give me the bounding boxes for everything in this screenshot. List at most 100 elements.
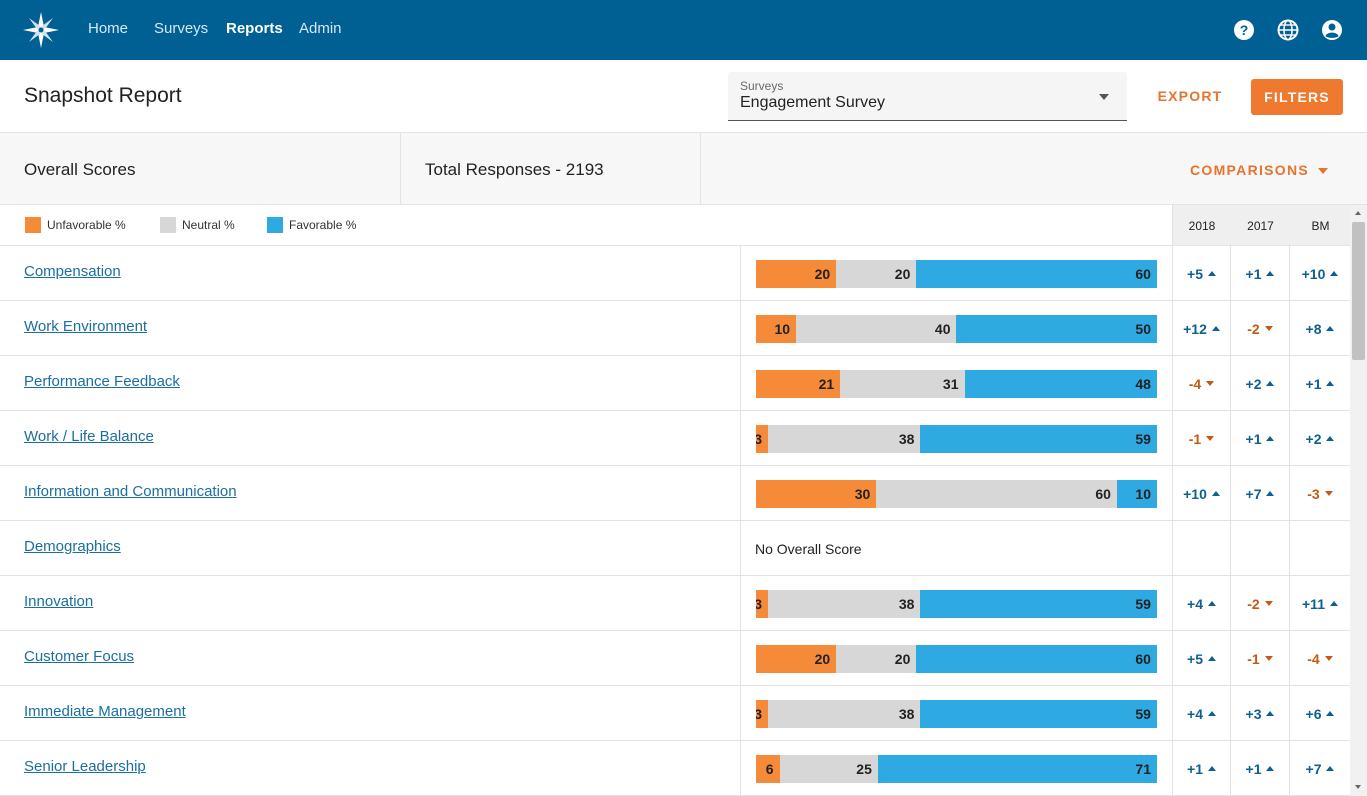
category-link[interactable]: Innovation [24, 593, 94, 610]
category-link[interactable]: Compensation [24, 263, 121, 280]
score-bar[interactable]: 3 38 59 [756, 700, 1157, 728]
comparison-value: +1 [1187, 760, 1203, 777]
chevron-down-icon[interactable] [1318, 168, 1328, 174]
score-bar[interactable]: 20 20 60 [756, 645, 1157, 673]
comparison-cell-bm: +10 [1289, 246, 1350, 301]
score-bar[interactable]: 21 31 48 [756, 370, 1157, 398]
category-link[interactable]: Work Environment [24, 318, 148, 335]
arrow-up-icon [1266, 436, 1275, 441]
score-bar[interactable]: 3 38 59 [756, 590, 1157, 618]
survey-select-value: Engagement Survey [740, 94, 885, 111]
compass-logo-icon[interactable] [22, 11, 60, 49]
category-link[interactable]: Performance Feedback [24, 373, 180, 390]
category-link[interactable]: Work / Life Balance [24, 428, 154, 445]
arrow-down-icon [1324, 491, 1333, 496]
column-divider [740, 466, 741, 521]
table-row: Immediate Management 3 38 59 +4 +3 +6 [0, 686, 1350, 741]
export-button[interactable]: EXPORT [1157, 88, 1223, 104]
neutral-segment: 60 [876, 480, 1117, 508]
column-divider [740, 521, 741, 576]
unfavorable-segment: 21 [756, 370, 841, 398]
legend-neutral: Neutral % [160, 217, 235, 233]
arrow-up-icon [1326, 326, 1335, 331]
neutral-segment: 25 [779, 755, 878, 783]
scroll-thumb[interactable] [1352, 222, 1365, 360]
neutral-segment: 38 [768, 590, 921, 618]
nav-home[interactable]: Home [88, 20, 129, 37]
help-icon[interactable]: ? [1233, 19, 1255, 41]
comparison-cell-2017: +1 [1230, 741, 1289, 796]
comparison-cell-2017: +3 [1230, 686, 1289, 741]
comparison-value: +1 [1245, 265, 1262, 282]
comparison-cell-2018 [1172, 521, 1230, 576]
globe-icon[interactable] [1277, 19, 1299, 41]
filters-button[interactable]: FILTERS [1251, 79, 1343, 115]
legend-favorable: Favorable % [267, 217, 356, 233]
comparison-value: +1 [1245, 760, 1262, 777]
nav-reports[interactable]: Reports [226, 20, 283, 37]
comparison-cell-2017: +1 [1230, 411, 1289, 466]
table-row: Performance Feedback 21 31 48 -4 +2 +1 [0, 356, 1350, 411]
comparison-value: +6 [1305, 705, 1322, 722]
category-link[interactable]: Demographics [24, 538, 121, 555]
title-row: Snapshot Report Surveys Engagement Surve… [0, 60, 1367, 133]
arrow-up-icon [1207, 601, 1216, 606]
comparison-value: +5 [1187, 265, 1203, 282]
column-divider [740, 301, 741, 356]
category-link[interactable]: Customer Focus [24, 648, 135, 665]
neutral-segment: 38 [768, 425, 921, 453]
comparison-value: -2 [1247, 595, 1260, 612]
total-responses-cell: Total Responses - 2193 [401, 133, 701, 205]
account-icon[interactable] [1321, 19, 1343, 41]
legend-label: Favorable % [289, 218, 357, 232]
score-bar[interactable]: 3 38 59 [756, 425, 1157, 453]
comparison-cell-2017: +7 [1230, 466, 1289, 521]
table-row: Compensation 20 20 60 +5 +1 +10 [0, 246, 1350, 301]
comparison-cell-bm: +8 [1289, 301, 1350, 356]
arrow-up-icon [1207, 711, 1216, 716]
comparison-cell-bm: +6 [1289, 686, 1350, 741]
column-header-2018: 2018 [1188, 218, 1216, 233]
arrow-up-icon [1207, 766, 1216, 771]
arrow-down-icon [1264, 601, 1273, 606]
arrow-up-icon [1211, 326, 1220, 331]
neutral-segment: 38 [768, 700, 921, 728]
no-overall-score-text: No Overall Score [755, 541, 862, 557]
favorable-segment: 50 [956, 315, 1157, 343]
svg-text:?: ? [1240, 22, 1249, 38]
category-link[interactable]: Immediate Management [24, 703, 186, 720]
arrow-up-icon [1326, 766, 1335, 771]
score-bar[interactable]: 30 60 10 [756, 480, 1157, 508]
nav-surveys[interactable]: Surveys [154, 20, 209, 37]
legend-label: Neutral % [182, 218, 235, 232]
score-bar[interactable]: 10 40 50 [756, 315, 1157, 343]
comparison-cell-bm: +7 [1289, 741, 1350, 796]
table-row: Customer Focus 20 20 60 +5 -1 -4 [0, 631, 1350, 686]
favorable-segment: 48 [964, 370, 1157, 398]
vertical-scrollbar[interactable] [1350, 205, 1367, 796]
arrow-up-icon [1266, 766, 1275, 771]
arrow-up-icon [1330, 271, 1339, 276]
unfavorable-segment: 3 [756, 700, 769, 728]
comparison-value: +8 [1305, 320, 1322, 337]
nav-admin[interactable]: Admin [299, 20, 342, 37]
scroll-up-icon[interactable] [1355, 211, 1361, 215]
comparison-value: +4 [1187, 595, 1203, 612]
top-nav-bar: Home Surveys Reports Admin ? [0, 0, 1367, 60]
comparison-cell-bm: -4 [1289, 631, 1350, 686]
score-bar[interactable]: 6 25 71 [756, 755, 1157, 783]
survey-select[interactable]: Surveys Engagement Survey [728, 72, 1127, 121]
arrow-down-icon [1206, 381, 1215, 386]
unfavorable-swatch [25, 217, 41, 233]
comparison-value: +11 [1302, 595, 1325, 612]
comparisons-dropdown[interactable]: COMPARISONS [1190, 162, 1310, 178]
column-divider [740, 741, 741, 796]
comparison-cell-2018: +5 [1172, 631, 1230, 686]
legend-unfavorable: Unfavorable % [25, 217, 126, 233]
score-bar[interactable]: 20 20 60 [756, 260, 1157, 288]
scroll-down-icon[interactable] [1355, 785, 1361, 789]
category-link[interactable]: Information and Communication [24, 483, 237, 500]
comparison-value: -4 [1188, 375, 1202, 392]
column-header-bm: BM [1311, 218, 1330, 233]
category-link[interactable]: Senior Leadership [24, 758, 146, 775]
